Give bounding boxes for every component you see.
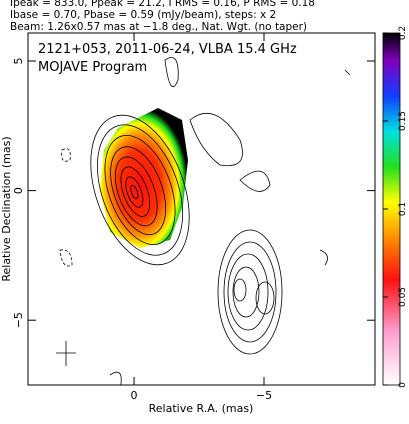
y-axis-label: Relative Declination (mas)	[0, 136, 13, 281]
plot-frame	[27, 32, 376, 386]
header-line: Ibase = 0.70, Pbase = 0.59 (mJy/beam), s…	[10, 9, 276, 21]
colorbar-tick-label: 0	[398, 382, 408, 388]
label-box	[33, 39, 164, 79]
map-title: 2121+053, 2011-06-24, VLBA 15.4 GHz	[38, 42, 297, 57]
colorbar-tick-label: 0.1	[398, 202, 408, 216]
map-subtitle: MOJAVE Program	[38, 60, 147, 75]
y-tick-label: 5	[12, 57, 25, 64]
header-line: Beam: 1.26x0.57 mas at −1.8 deg., Nat. W…	[10, 21, 307, 33]
header-line: Ipeak = 833.0, Ppeak = 21.2, I RMS = 0.1…	[10, 0, 315, 9]
y-tick-label: −5	[12, 312, 25, 328]
x-axis-label: Relative R.A. (mas)	[149, 402, 254, 415]
colorbar-tick-label: 0.05	[398, 287, 408, 307]
colorbar-tick-label: 0.15	[398, 111, 408, 131]
x-tick-label: −5	[256, 389, 272, 402]
map	[56, 57, 351, 385]
y-tick-label: 0	[12, 187, 25, 194]
colorbar-tick-label: 0.2	[398, 26, 408, 40]
x-tick-label: 0	[131, 389, 138, 402]
